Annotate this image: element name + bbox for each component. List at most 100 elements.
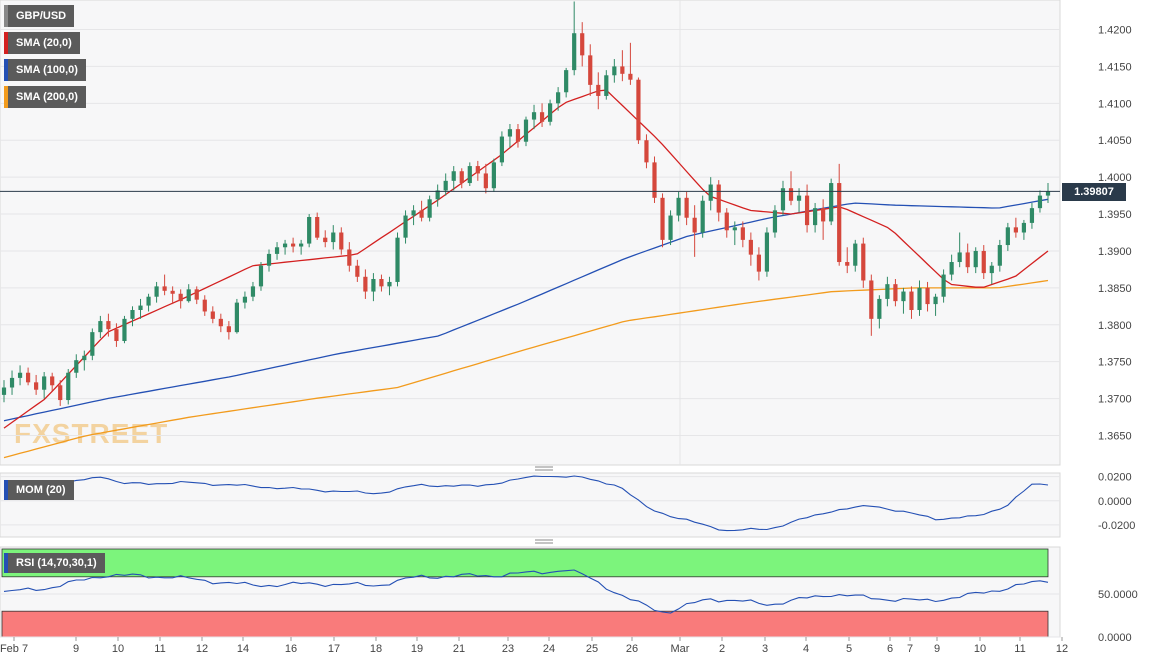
candle-body (146, 296, 151, 306)
candle-body (154, 286, 159, 297)
candle (756, 247, 761, 281)
candle (475, 160, 480, 181)
candle-body (660, 197, 665, 240)
candle-body (435, 190, 440, 200)
candle (716, 180, 721, 222)
candle-body (459, 171, 464, 184)
candle (491, 158, 496, 192)
candle-body (700, 200, 705, 233)
candle (355, 259, 360, 282)
candle-body (218, 318, 223, 327)
candle (612, 59, 617, 83)
candle (724, 208, 729, 238)
price-pane-background (0, 0, 1061, 466)
candle (893, 279, 898, 307)
price-pane: FXSTREET1.42001.41501.41001.40501.40001.… (0, 0, 1132, 471)
y-tick-label: 1.3650 (1098, 430, 1132, 442)
y-tick-label: 1.3950 (1098, 209, 1132, 221)
candle (66, 369, 71, 405)
candle-body (419, 210, 424, 218)
candle (467, 162, 472, 186)
candle-body (756, 254, 761, 272)
candle (837, 163, 842, 266)
x-tick-label: 10 (112, 643, 124, 655)
y-tick-label: 0.0000 (1098, 632, 1132, 644)
candle (427, 195, 432, 222)
x-tick-label: Mar (671, 643, 690, 655)
candle (740, 221, 745, 248)
candle (708, 177, 713, 211)
candle (435, 184, 440, 207)
x-tick-label: 24 (543, 643, 555, 655)
candle (9, 370, 15, 395)
legend-gbpusd[interactable]: GBP/USD (4, 5, 75, 27)
sma200-line (3, 279, 1049, 459)
candle-body (1045, 191, 1051, 196)
candle (226, 321, 231, 340)
candle (419, 200, 424, 222)
candle-body (572, 33, 577, 71)
y-tick-label: 1.4100 (1098, 98, 1132, 110)
candle (764, 227, 770, 277)
candle (925, 281, 930, 312)
candle-body (893, 284, 898, 302)
candle (933, 293, 938, 316)
candle (853, 239, 858, 272)
rsi-indicator-label[interactable]: RSI (14,70,30,1) (4, 553, 105, 573)
legend-sma100[interactable]: SMA (100,0) (4, 59, 86, 81)
candle-body (724, 212, 729, 231)
x-tick-label: 9 (73, 643, 79, 655)
candle (877, 295, 882, 329)
candle (162, 274, 167, 296)
x-tick-label: 17 (328, 643, 340, 655)
candle (242, 291, 248, 309)
legend-swatch (4, 5, 8, 27)
candle (1037, 190, 1043, 213)
candle (74, 354, 79, 378)
indicator-label: RSI (14,70,30,1) (16, 557, 97, 569)
candle-body (1037, 195, 1043, 209)
x-tick-label: 23 (502, 643, 514, 655)
candle (973, 247, 978, 274)
candle-body (58, 385, 63, 401)
candle-body (780, 188, 786, 211)
candle-body (106, 321, 111, 330)
candle (483, 163, 488, 194)
y-tick-label: 1.3850 (1098, 283, 1132, 295)
candle (363, 269, 368, 299)
candle-body (210, 311, 215, 319)
legend-sma200[interactable]: SMA (200,0) (4, 86, 86, 108)
candle (451, 166, 456, 191)
indicator-label: MOM (20) (16, 484, 66, 496)
candle (234, 298, 239, 334)
candle (387, 276, 392, 296)
candle-body (274, 247, 280, 254)
candle-body (371, 279, 376, 292)
candle (748, 232, 753, 266)
candle-body (427, 199, 432, 218)
candle-body (941, 274, 946, 297)
mom-indicator-label[interactable]: MOM (20) (4, 480, 74, 500)
legend-sma20[interactable]: SMA (20,0) (4, 32, 80, 54)
candle (909, 286, 914, 319)
y-tick-label: 0.0200 (1098, 472, 1132, 484)
x-tick-label: 7 (907, 643, 913, 655)
legend-swatch (4, 86, 8, 108)
candle-body (379, 279, 384, 287)
candle (507, 124, 513, 148)
candle-body (467, 166, 472, 184)
candle-body (837, 183, 842, 263)
candle (403, 210, 408, 244)
candle (210, 306, 215, 324)
candle-body (307, 217, 312, 244)
candle-body (226, 326, 231, 333)
candle (885, 276, 890, 307)
candle-body (676, 197, 681, 216)
candle (122, 315, 127, 344)
candle (997, 239, 1002, 272)
candle-body (1029, 208, 1035, 223)
candle (941, 269, 946, 303)
candle-body (917, 287, 922, 310)
candle (50, 372, 55, 392)
candle-body (652, 162, 657, 198)
